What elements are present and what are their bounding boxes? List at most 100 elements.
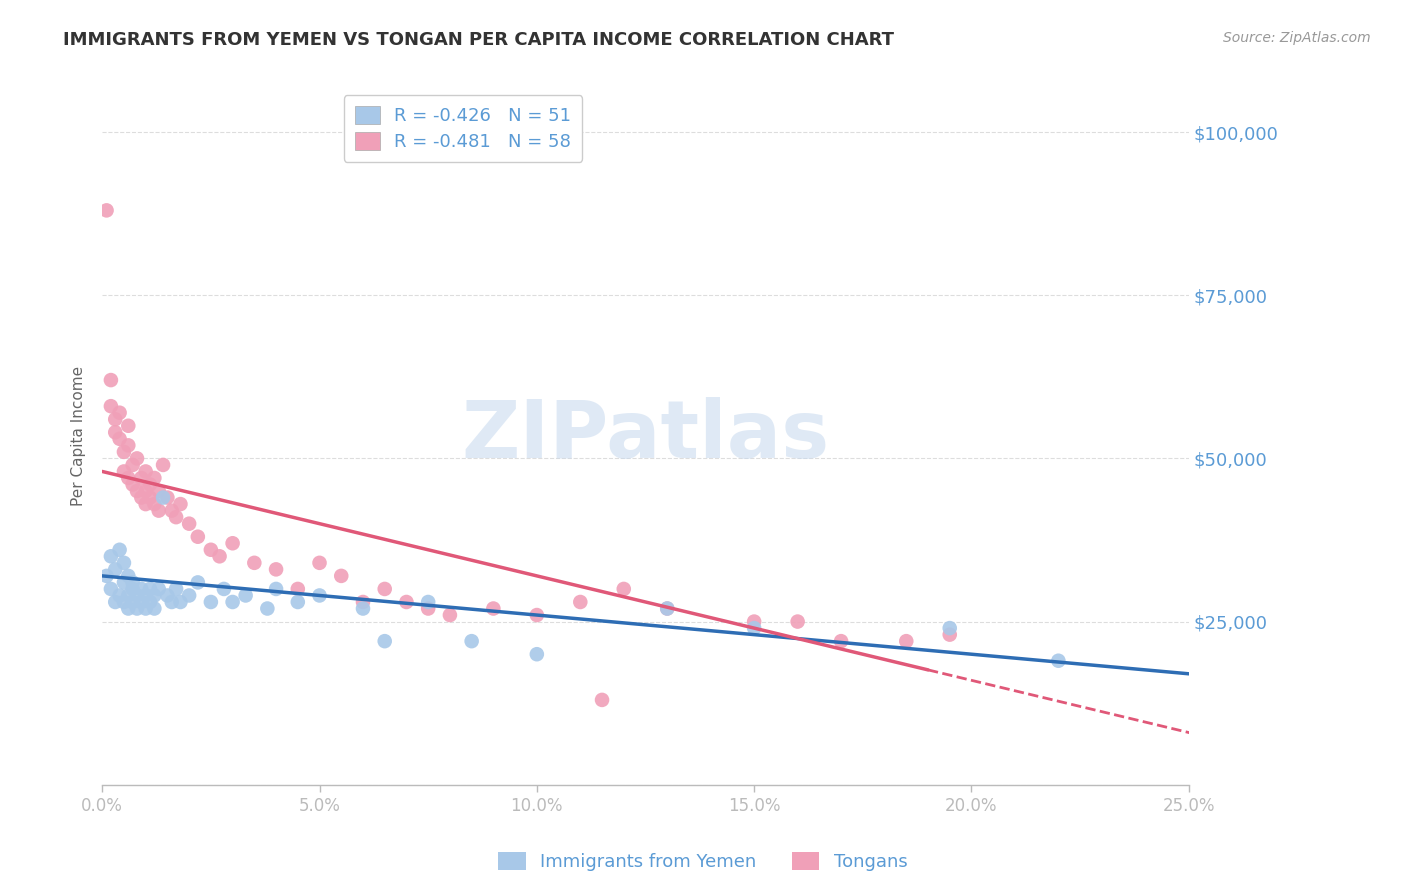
Point [165, 510, 187, 524]
Point [208, 549, 231, 564]
Point [221, 536, 243, 550]
Point [108, 432, 131, 446]
Point [395, 595, 418, 609]
Point [212, 582, 235, 596]
Point [112, 556, 135, 570]
Point [526, 608, 548, 623]
Point [1047, 654, 1070, 668]
Point [179, 589, 201, 603]
Point [418, 595, 440, 609]
Point [938, 627, 960, 641]
Point [117, 589, 139, 603]
Point [121, 582, 143, 596]
Point [160, 595, 183, 609]
Point [374, 582, 396, 596]
Point [169, 497, 191, 511]
Point [139, 595, 162, 609]
Point [264, 562, 287, 576]
Point [139, 582, 162, 596]
Point [264, 582, 287, 596]
Point [256, 601, 278, 615]
Point [287, 595, 309, 609]
Point [96, 203, 118, 218]
Point [121, 575, 143, 590]
Text: IMMIGRANTS FROM YEMEN VS TONGAN PER CAPITA INCOME CORRELATION CHART: IMMIGRANTS FROM YEMEN VS TONGAN PER CAPI… [63, 31, 894, 49]
Point [152, 458, 174, 472]
Point [439, 608, 461, 623]
Point [152, 491, 174, 505]
Point [148, 503, 170, 517]
Point [125, 601, 148, 615]
Point [482, 601, 505, 615]
Point [165, 582, 187, 596]
Point [830, 634, 852, 648]
Point [657, 601, 679, 615]
Point [352, 595, 374, 609]
Point [742, 621, 765, 635]
Point [100, 373, 122, 387]
Point [131, 491, 153, 505]
Point [657, 601, 679, 615]
Point [100, 399, 122, 413]
Point [112, 445, 135, 459]
Point [135, 601, 157, 615]
Point [117, 438, 139, 452]
Point [143, 601, 166, 615]
Point [143, 471, 166, 485]
Point [112, 595, 135, 609]
Point [117, 569, 139, 583]
Point [135, 589, 157, 603]
Point [460, 634, 482, 648]
Point [148, 483, 170, 498]
Point [112, 465, 135, 479]
Legend: R = -0.426   N = 51, R = -0.481   N = 58: R = -0.426 N = 51, R = -0.481 N = 58 [343, 95, 582, 161]
Point [374, 634, 396, 648]
Point [330, 569, 353, 583]
Point [125, 451, 148, 466]
Point [108, 406, 131, 420]
Point [160, 503, 183, 517]
Point [131, 595, 153, 609]
Point [135, 483, 157, 498]
Point [187, 575, 209, 590]
Point [96, 569, 118, 583]
Point [243, 556, 266, 570]
Point [131, 471, 153, 485]
Point [526, 647, 548, 661]
Point [200, 542, 222, 557]
Point [148, 582, 170, 596]
Point [143, 497, 166, 511]
Y-axis label: Per Capita Income: Per Capita Income [72, 366, 86, 506]
Point [104, 425, 127, 440]
Point [308, 556, 330, 570]
Legend: Immigrants from Yemen, Tongans: Immigrants from Yemen, Tongans [491, 846, 915, 879]
Point [104, 595, 127, 609]
Point [235, 589, 257, 603]
Point [131, 582, 153, 596]
Point [117, 418, 139, 433]
Text: ZIPatlas: ZIPatlas [461, 397, 830, 475]
Point [125, 589, 148, 603]
Point [121, 595, 143, 609]
Point [200, 595, 222, 609]
Point [308, 589, 330, 603]
Point [100, 549, 122, 564]
Point [117, 471, 139, 485]
Point [156, 491, 179, 505]
Point [613, 582, 636, 596]
Point [104, 412, 127, 426]
Point [117, 601, 139, 615]
Point [591, 693, 613, 707]
Point [938, 621, 960, 635]
Point [742, 615, 765, 629]
Point [187, 530, 209, 544]
Point [108, 589, 131, 603]
Point [139, 491, 162, 505]
Text: Source: ZipAtlas.com: Source: ZipAtlas.com [1223, 31, 1371, 45]
Point [125, 483, 148, 498]
Point [121, 458, 143, 472]
Point [896, 634, 918, 648]
Point [104, 562, 127, 576]
Point [156, 589, 179, 603]
Point [179, 516, 201, 531]
